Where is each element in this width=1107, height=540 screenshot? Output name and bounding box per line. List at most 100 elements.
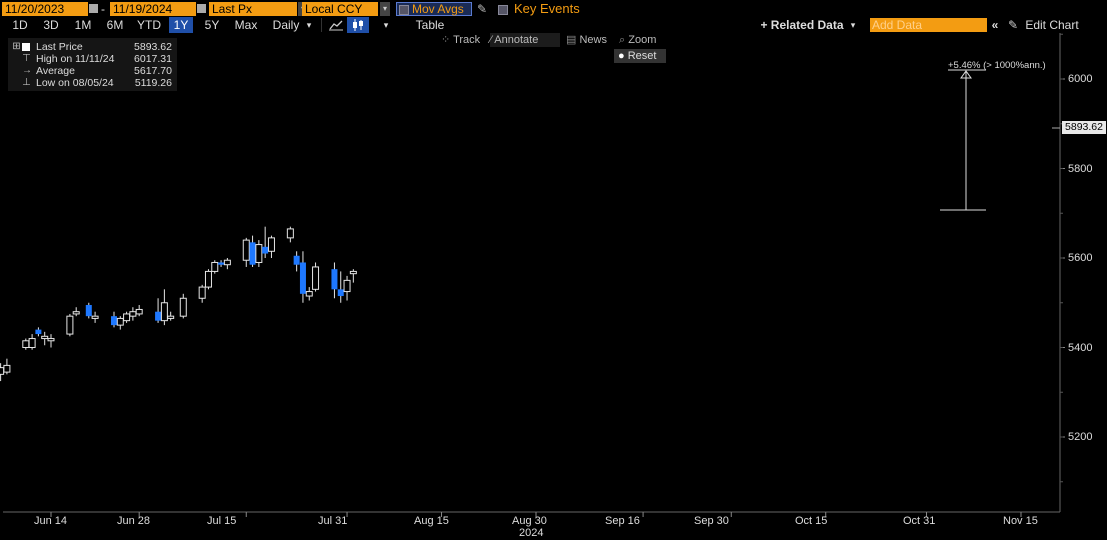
candle-body bbox=[72, 311, 80, 315]
mov-avgs-toggle[interactable]: Mov Avgs bbox=[396, 2, 472, 16]
legend-last-price: ⊞ Last Price 5893.62 bbox=[8, 41, 177, 53]
high-label: High on 11/11/24 bbox=[36, 53, 115, 65]
track-label: Track bbox=[453, 34, 481, 46]
x-tick-label: Sep 30 bbox=[694, 515, 729, 527]
related-data-button[interactable]: + Related Data bbox=[760, 18, 844, 32]
candlestick-chart-icon[interactable] bbox=[347, 17, 369, 33]
last-price-tag: 5893.62 bbox=[1062, 121, 1106, 134]
date-range-separator: - bbox=[101, 2, 105, 16]
annotate-icon: ∕ bbox=[490, 34, 492, 46]
candle-body bbox=[35, 329, 42, 335]
key-events-label[interactable]: Key Events bbox=[514, 1, 580, 16]
low-label: Low on 08/05/24 bbox=[36, 77, 114, 89]
candle-body bbox=[41, 335, 49, 340]
related-data-dropdown-icon[interactable]: ▾ bbox=[850, 20, 856, 30]
toolbar-row-2 bbox=[0, 17, 1107, 33]
reset-button[interactable]: ● Reset bbox=[614, 49, 666, 63]
expand-icon[interactable]: ⊞ bbox=[12, 41, 21, 52]
chart-type-dropdown-icon[interactable]: ▾ bbox=[383, 20, 389, 30]
edit-chart-button[interactable]: Edit Chart bbox=[1025, 18, 1079, 32]
price-legend: ⊞ Last Price 5893.62 ⊤ High on 11/11/24 … bbox=[8, 38, 177, 91]
x-tick-label: Aug 15 bbox=[414, 515, 449, 527]
high-value: 6017.31 bbox=[134, 53, 172, 65]
candle-body bbox=[160, 302, 168, 322]
candle-body bbox=[223, 259, 231, 266]
news-label: News bbox=[579, 34, 607, 46]
tf-6m[interactable]: 6M bbox=[106, 18, 124, 32]
candle-body bbox=[66, 315, 74, 335]
candle-body bbox=[204, 270, 212, 288]
candle-body bbox=[312, 266, 320, 290]
candle-body bbox=[110, 316, 117, 326]
reset-icon: ● bbox=[618, 50, 625, 62]
pencil-icon[interactable]: ✎ bbox=[477, 2, 488, 16]
candle-body bbox=[286, 228, 294, 239]
x-tick-label: Jun 28 bbox=[117, 515, 151, 527]
legend-high: ⊤ High on 11/11/24 6017.31 bbox=[8, 53, 177, 65]
line-chart-icon[interactable] bbox=[328, 18, 344, 32]
field-selector[interactable]: Last Px bbox=[209, 2, 297, 16]
zoom-button[interactable]: ⌕ Zoom bbox=[619, 33, 656, 47]
news-button[interactable]: ▤ News bbox=[566, 33, 607, 47]
candle-body bbox=[249, 242, 256, 265]
last-price-value: 5893.62 bbox=[134, 41, 172, 53]
candle-body bbox=[167, 315, 175, 319]
edit-pencil-icon[interactable]: ✎ bbox=[1008, 18, 1019, 32]
y-tick-label: 5600 bbox=[1068, 252, 1093, 264]
end-date-field[interactable]: 11/19/2024 bbox=[110, 2, 196, 16]
low-value: 5119.26 bbox=[134, 77, 172, 89]
annotation-text: +5.46% (> 1000%ann.) bbox=[948, 60, 1046, 71]
y-tick-label: 6000 bbox=[1068, 73, 1093, 85]
tf-1m[interactable]: 1M bbox=[74, 18, 92, 32]
currency-dropdown-icon[interactable]: ▾ bbox=[380, 2, 390, 16]
tf-1y[interactable]: 1Y bbox=[169, 17, 193, 33]
mov-avgs-label: Mov Avgs bbox=[412, 2, 464, 16]
x-axis-year: 2024 bbox=[519, 527, 544, 539]
collapse-icon[interactable]: « bbox=[991, 18, 999, 32]
y-tick-label: 5800 bbox=[1068, 163, 1093, 175]
candle-body bbox=[22, 340, 30, 349]
y-tick-label: 5400 bbox=[1068, 342, 1093, 354]
zoom-icon: ⌕ bbox=[619, 34, 626, 46]
track-icon: ⁘ bbox=[441, 34, 451, 46]
candle-body bbox=[211, 261, 219, 272]
mov-avgs-checkbox[interactable] bbox=[399, 5, 409, 15]
track-button[interactable]: ⁘ Track bbox=[441, 33, 480, 47]
average-marker-icon: → bbox=[22, 65, 32, 76]
start-date-field[interactable]: 11/20/2023 bbox=[2, 2, 88, 16]
tf-1d[interactable]: 1D bbox=[12, 18, 28, 32]
candle-body bbox=[135, 308, 143, 315]
last-price-label: Last Price bbox=[36, 41, 83, 53]
candle-body bbox=[293, 255, 300, 265]
annotate-button[interactable]: ∕ Annotate bbox=[490, 33, 560, 47]
currency-selector[interactable]: Local CCY bbox=[302, 2, 378, 16]
legend-average: → Average 5617.70 bbox=[8, 65, 177, 77]
candle-body bbox=[305, 291, 313, 297]
candle-body bbox=[255, 244, 263, 263]
candle-body bbox=[0, 367, 5, 375]
candle-body bbox=[123, 313, 131, 322]
tf-3d[interactable]: 3D bbox=[43, 18, 59, 32]
candle-body bbox=[262, 246, 269, 254]
candle-body bbox=[28, 338, 36, 348]
period-dropdown-icon[interactable]: ▾ bbox=[306, 20, 312, 30]
toolbar-divider bbox=[321, 18, 322, 32]
add-data-input[interactable]: Add Data bbox=[870, 18, 987, 32]
candle-body bbox=[129, 311, 137, 317]
legend-low: ⊥ Low on 08/05/24 5119.26 bbox=[8, 77, 177, 89]
y-tick-label: 5200 bbox=[1068, 431, 1093, 443]
candle-body bbox=[242, 239, 250, 261]
end-calendar-icon[interactable] bbox=[197, 4, 206, 13]
low-marker-icon: ⊥ bbox=[22, 77, 31, 88]
x-tick-label: Aug 30 bbox=[512, 515, 547, 527]
tf-5y[interactable]: 5Y bbox=[204, 18, 220, 32]
reset-label: Reset bbox=[627, 50, 657, 62]
tf-max[interactable]: Max bbox=[234, 18, 258, 32]
key-events-checkbox[interactable] bbox=[498, 5, 508, 15]
tf-ytd[interactable]: YTD bbox=[137, 18, 161, 32]
table-button[interactable]: Table bbox=[415, 18, 445, 32]
x-tick-label: Jul 31 bbox=[318, 515, 348, 527]
period-selector[interactable]: Daily bbox=[272, 18, 300, 32]
start-calendar-icon[interactable] bbox=[89, 4, 98, 13]
price-chart[interactable] bbox=[0, 33, 1107, 540]
